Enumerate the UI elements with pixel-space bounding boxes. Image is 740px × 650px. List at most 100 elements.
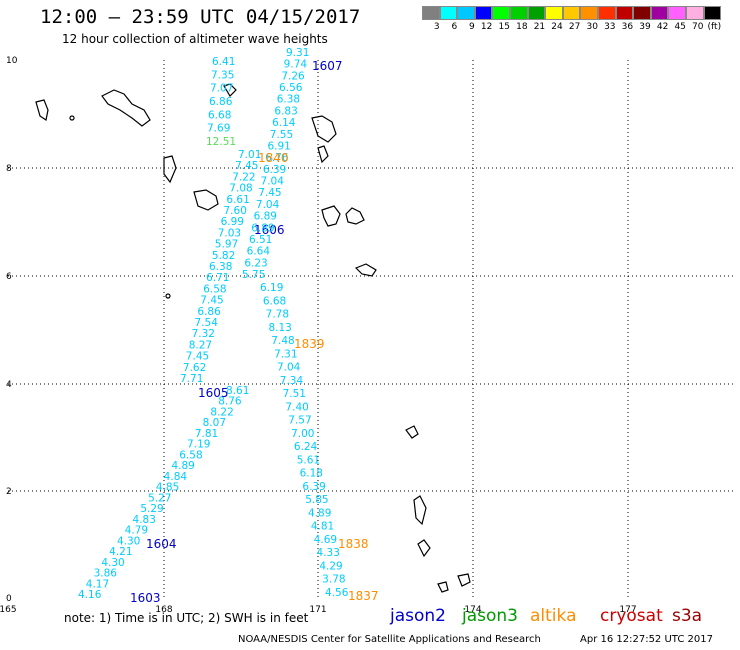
wave-height-value: 4.16	[78, 589, 102, 601]
color-scale	[422, 6, 722, 20]
x-tick-label: 171	[309, 605, 326, 615]
wave-height-value: 4.56	[325, 587, 349, 599]
island	[437, 581, 449, 593]
wave-height-value: 12.51	[206, 136, 236, 148]
track-1607: 9.319.747.266.566.386.836.147.556.916.76…	[242, 47, 343, 281]
y-tick-label: 0	[6, 594, 12, 604]
wave-height-value: 3.86	[94, 568, 118, 580]
wave-height-value: 9.31	[286, 47, 309, 59]
color-scale-label: 15	[498, 22, 510, 32]
wave-height-value: 7.19	[187, 439, 210, 451]
y-tick-label: 8	[6, 164, 12, 174]
color-swatch	[422, 6, 440, 20]
wave-height-value: 6.68	[263, 295, 286, 307]
island	[457, 573, 471, 587]
wave-height-value: 4.79	[125, 525, 148, 537]
track-1840: 1840	[258, 151, 289, 165]
color-scale-labels: 3 6 9 12 15 18 21 24 27 30 33 36 39 42 45 70 (ft)	[422, 22, 721, 32]
island	[417, 539, 431, 558]
island	[345, 207, 365, 225]
wave-height-value: 6.56	[279, 82, 303, 94]
wave-height-value: 8.27	[189, 339, 212, 351]
track-1839: 1839	[294, 337, 325, 351]
color-scale-label: 36	[621, 22, 634, 32]
wave-height-value: 6.61	[226, 194, 249, 206]
wave-height-value: 4.17	[86, 578, 109, 590]
color-swatch	[633, 6, 651, 20]
island	[101, 89, 151, 127]
altimeter-tracks: 4.164.173.864.304.214.304.794.835.295.27…	[78, 47, 379, 605]
y-tick-label: 4	[6, 380, 12, 390]
wave-height-value: 7.00	[291, 428, 314, 440]
track-label: 1607	[312, 59, 343, 73]
wave-height-value: 7.04	[261, 176, 285, 188]
x-tick-label: 174	[464, 605, 481, 615]
color-swatch	[685, 6, 704, 20]
wave-height-value: 7.22	[232, 171, 255, 183]
wave-height-value: 4.33	[317, 547, 340, 559]
wave-height-value: 7.45	[186, 351, 209, 363]
color-scale-label: 12	[480, 22, 493, 32]
wave-height-value: 7.34	[280, 375, 304, 387]
wave-height-value: 8.76	[218, 396, 242, 408]
track-1605: 7.717.627.458.277.327.546.867.456.586.71…	[180, 149, 261, 400]
wave-height-value: 7.57	[288, 415, 311, 427]
satellite-legend-item: altika	[530, 606, 577, 626]
color-swatch	[597, 6, 616, 20]
wave-height-value: 7.07	[210, 83, 233, 95]
wave-height-value: 6.24	[294, 441, 318, 453]
wave-height-value: 6.14	[272, 117, 296, 129]
wave-height-value: 6.91	[267, 140, 290, 152]
island	[354, 263, 377, 277]
wave-height-value: 4.21	[109, 546, 132, 558]
wave-height-value: 8.07	[203, 417, 226, 429]
satellite-legend-item: jason2	[390, 606, 446, 626]
color-swatch	[615, 6, 634, 20]
wave-height-value: 4.89	[308, 507, 331, 519]
track-1604: 1604	[146, 537, 177, 551]
color-swatch	[509, 6, 528, 20]
wave-height-value: 4.69	[314, 534, 337, 546]
page-subtitle: 12 hour collection of altimeter wave hei…	[62, 32, 328, 46]
track-label: 1605	[198, 386, 229, 400]
x-tick-label: 177	[619, 605, 636, 615]
island	[311, 115, 337, 143]
wave-height-value: 7.54	[195, 317, 219, 329]
wave-height-value: 7.01	[238, 149, 261, 161]
wave-height-value: 6.86	[197, 306, 221, 318]
wave-height-value: 6.41	[212, 56, 235, 68]
track-1837: 4.563.78 4.294.334.694.81 4.895.856.396.18…	[260, 282, 379, 603]
island	[321, 205, 341, 227]
wave-height-value: 7.26	[281, 70, 305, 82]
color-scale-label: (ft)	[707, 22, 722, 32]
wave-height-value: 7.32	[192, 328, 215, 340]
color-scale-label: 21	[533, 22, 546, 32]
x-tick-label: 168	[155, 605, 172, 615]
wave-height-value: 8.13	[268, 322, 291, 334]
wave-height-value: 7.04	[277, 362, 301, 374]
wave-height-value: 6.58	[179, 449, 202, 461]
wave-height-value: 7.08	[229, 183, 252, 195]
wave-height-value: 6.99	[221, 216, 244, 228]
wave-height-value: 6.38	[209, 261, 232, 273]
wave-height-value: 5.29	[140, 503, 163, 515]
credit-text: NOAA/NESDIS Center for Satellite Applica…	[238, 634, 541, 645]
island	[165, 293, 171, 299]
color-swatch	[439, 6, 458, 20]
wave-height-value: 7.04	[256, 199, 280, 211]
color-swatch	[562, 6, 581, 20]
wave-height-value: 6.38	[277, 94, 300, 106]
wave-height-value: 7.51	[283, 388, 306, 400]
wave-height-value: 6.58	[203, 283, 226, 295]
x-tick-label: 165	[0, 605, 17, 615]
color-swatch	[474, 6, 493, 20]
track-label: 1837	[348, 589, 379, 603]
track-label: 1839	[294, 337, 325, 351]
color-scale-label: 70	[692, 22, 704, 32]
wave-height-value: 7.62	[183, 362, 206, 374]
wave-height-value: 7.60	[224, 205, 247, 217]
wave-height-value: 5.61	[297, 454, 320, 466]
wave-height-value: 7.45	[258, 187, 281, 199]
wave-height-value: 4.29	[319, 560, 342, 572]
color-swatch	[580, 6, 598, 20]
